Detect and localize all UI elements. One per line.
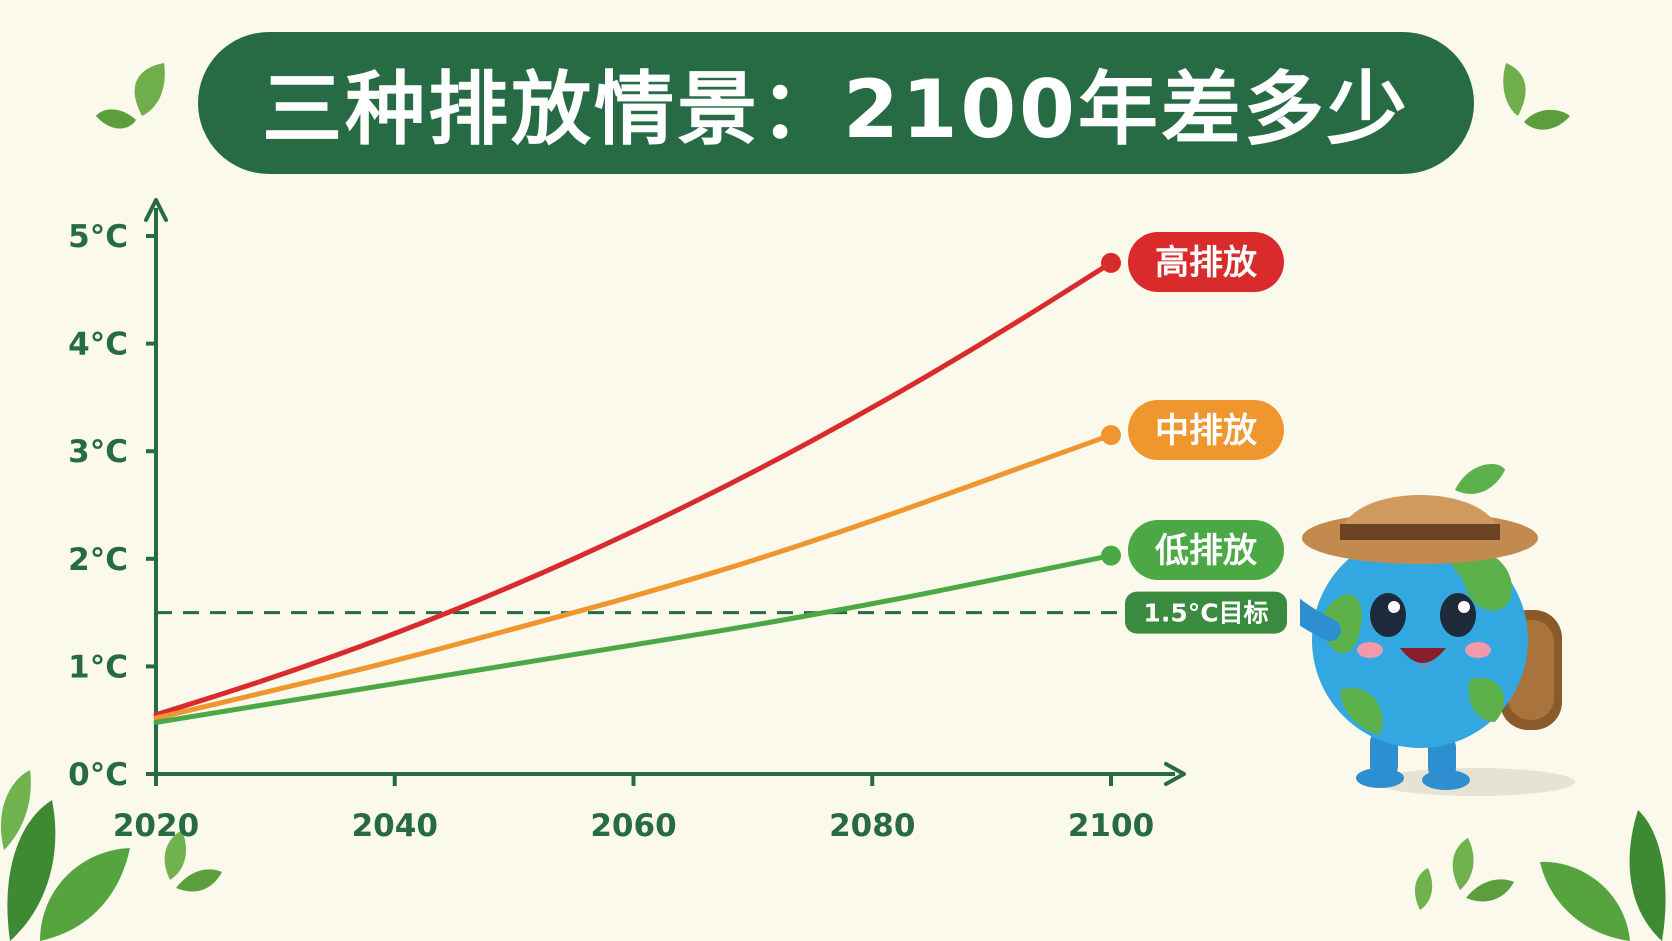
y-tick-label: 0°C [68,757,128,793]
leaf-icon [1414,810,1666,941]
earth-mascot-icon [1300,464,1575,796]
x-tick-label: 2040 [352,808,438,844]
y-tick-label: 5°C [68,219,128,255]
title-banner: 三种排放情景：2100年差多少 [198,32,1474,174]
y-tick-label: 4°C [68,327,128,363]
target-label: 1.5°C目标 [1143,599,1268,628]
series-line-2 [153,432,1114,721]
x-tick-label: 2080 [829,808,915,844]
x-tick-label: 2060 [590,808,676,844]
x-tick-label: 2020 [113,808,199,844]
leaf-icon [96,63,165,129]
x-tick-label: 2100 [1068,808,1154,844]
series-label: 中排放 [1155,411,1257,451]
leaf-icon [0,770,222,941]
series-line-3 [153,553,1114,725]
target-label-badge [1125,591,1287,634]
series-label-badge [1128,520,1284,580]
y-tick-label: 2°C [68,542,128,578]
y-tick-label: 3°C [68,434,128,470]
arrow-right-icon [1164,762,1186,786]
page-title: 三种排放情景：2100年差多少 [262,63,1410,156]
series-label-badge [1128,400,1284,460]
series-endpoint-2 [1101,425,1121,446]
series-label: 高排放 [1155,243,1257,283]
series-label: 低排放 [1155,531,1257,571]
series-endpoint-3 [1101,545,1121,566]
y-tick-label: 1°C [68,649,128,685]
series-endpoint-1 [1101,252,1121,273]
series-label-badge [1128,232,1284,292]
series-line-1 [153,260,1114,718]
arrow-up-icon [144,198,168,222]
leaf-icon [1503,63,1570,130]
